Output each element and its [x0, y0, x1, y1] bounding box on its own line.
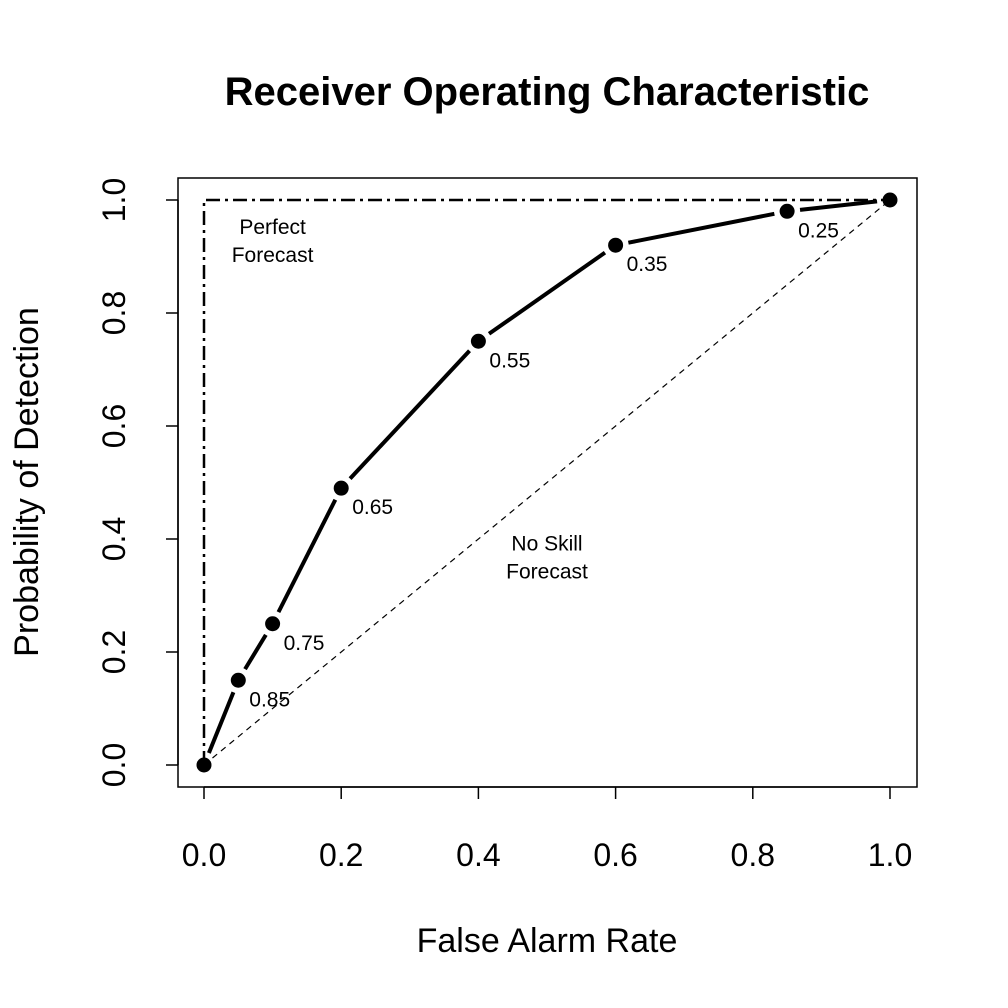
x-tick-label: 0.8: [731, 837, 775, 873]
roc-line-segment: [207, 691, 236, 754]
annotation-line: Forecast: [506, 560, 588, 583]
x-tick-label: 0.2: [319, 837, 363, 873]
point-threshold-label: 0.75: [284, 632, 325, 655]
annotation-line: Forecast: [232, 244, 314, 267]
annotations: Perfect Forecast No Skill Forecast: [232, 216, 588, 583]
annotation-text: No Skill Forecast: [506, 532, 588, 583]
y-tick-label: 1.0: [96, 178, 132, 222]
point-threshold-label: 0.35: [627, 253, 668, 276]
reference-lines: [202, 198, 891, 766]
x-axis-label: False Alarm Rate: [417, 922, 678, 960]
x-tick-label: 0.0: [182, 837, 226, 873]
roc-point: [265, 616, 281, 632]
roc-point: [470, 333, 486, 349]
roc-line-segment: [348, 349, 471, 481]
chart-title: Receiver Operating Characteristic: [225, 70, 870, 114]
roc-point: [779, 203, 795, 219]
annotation-line: No Skill: [511, 532, 582, 555]
roc-point: [333, 480, 349, 496]
point-threshold-label: 0.55: [489, 349, 530, 372]
roc-line-segment: [799, 199, 878, 212]
roc-line-segment: [276, 498, 338, 614]
y-tick-label: 0.8: [96, 291, 132, 335]
y-axis-label: Probability of Detection: [8, 307, 46, 657]
roc-point: [230, 672, 246, 688]
roc-line-segment: [627, 211, 775, 245]
x-tick-label: 0.4: [456, 837, 500, 873]
y-tick-label: 0.6: [96, 404, 132, 448]
point-threshold-label: 0.25: [798, 219, 839, 242]
roc-point: [196, 757, 212, 773]
roc-series: 0.85 0.75 0.65 0.55 0.35 0.25: [196, 192, 898, 773]
y-tick-label: 0.2: [96, 630, 132, 674]
roc-line-segment: [487, 251, 607, 336]
no-skill-diagonal-line: [203, 199, 891, 766]
point-threshold-label: 0.85: [249, 688, 290, 711]
x-tick-label: 0.6: [593, 837, 637, 873]
annotation-line: Perfect: [239, 216, 306, 239]
point-threshold-label: 0.65: [352, 496, 393, 519]
roc-point: [882, 192, 898, 208]
y-tick-label: 0.4: [96, 517, 132, 561]
x-tick-label: 1.0: [868, 837, 912, 873]
y-axis: 0.0 0.2 0.4 0.6 0.8 1.0: [96, 178, 179, 787]
x-axis: 0.0 0.2 0.4 0.6 0.8 1.0: [182, 786, 912, 873]
y-tick-label: 0.0: [96, 743, 132, 787]
roc-line-segment: [243, 633, 268, 671]
annotation-text: Perfect Forecast: [232, 216, 314, 267]
roc-point: [608, 237, 624, 253]
